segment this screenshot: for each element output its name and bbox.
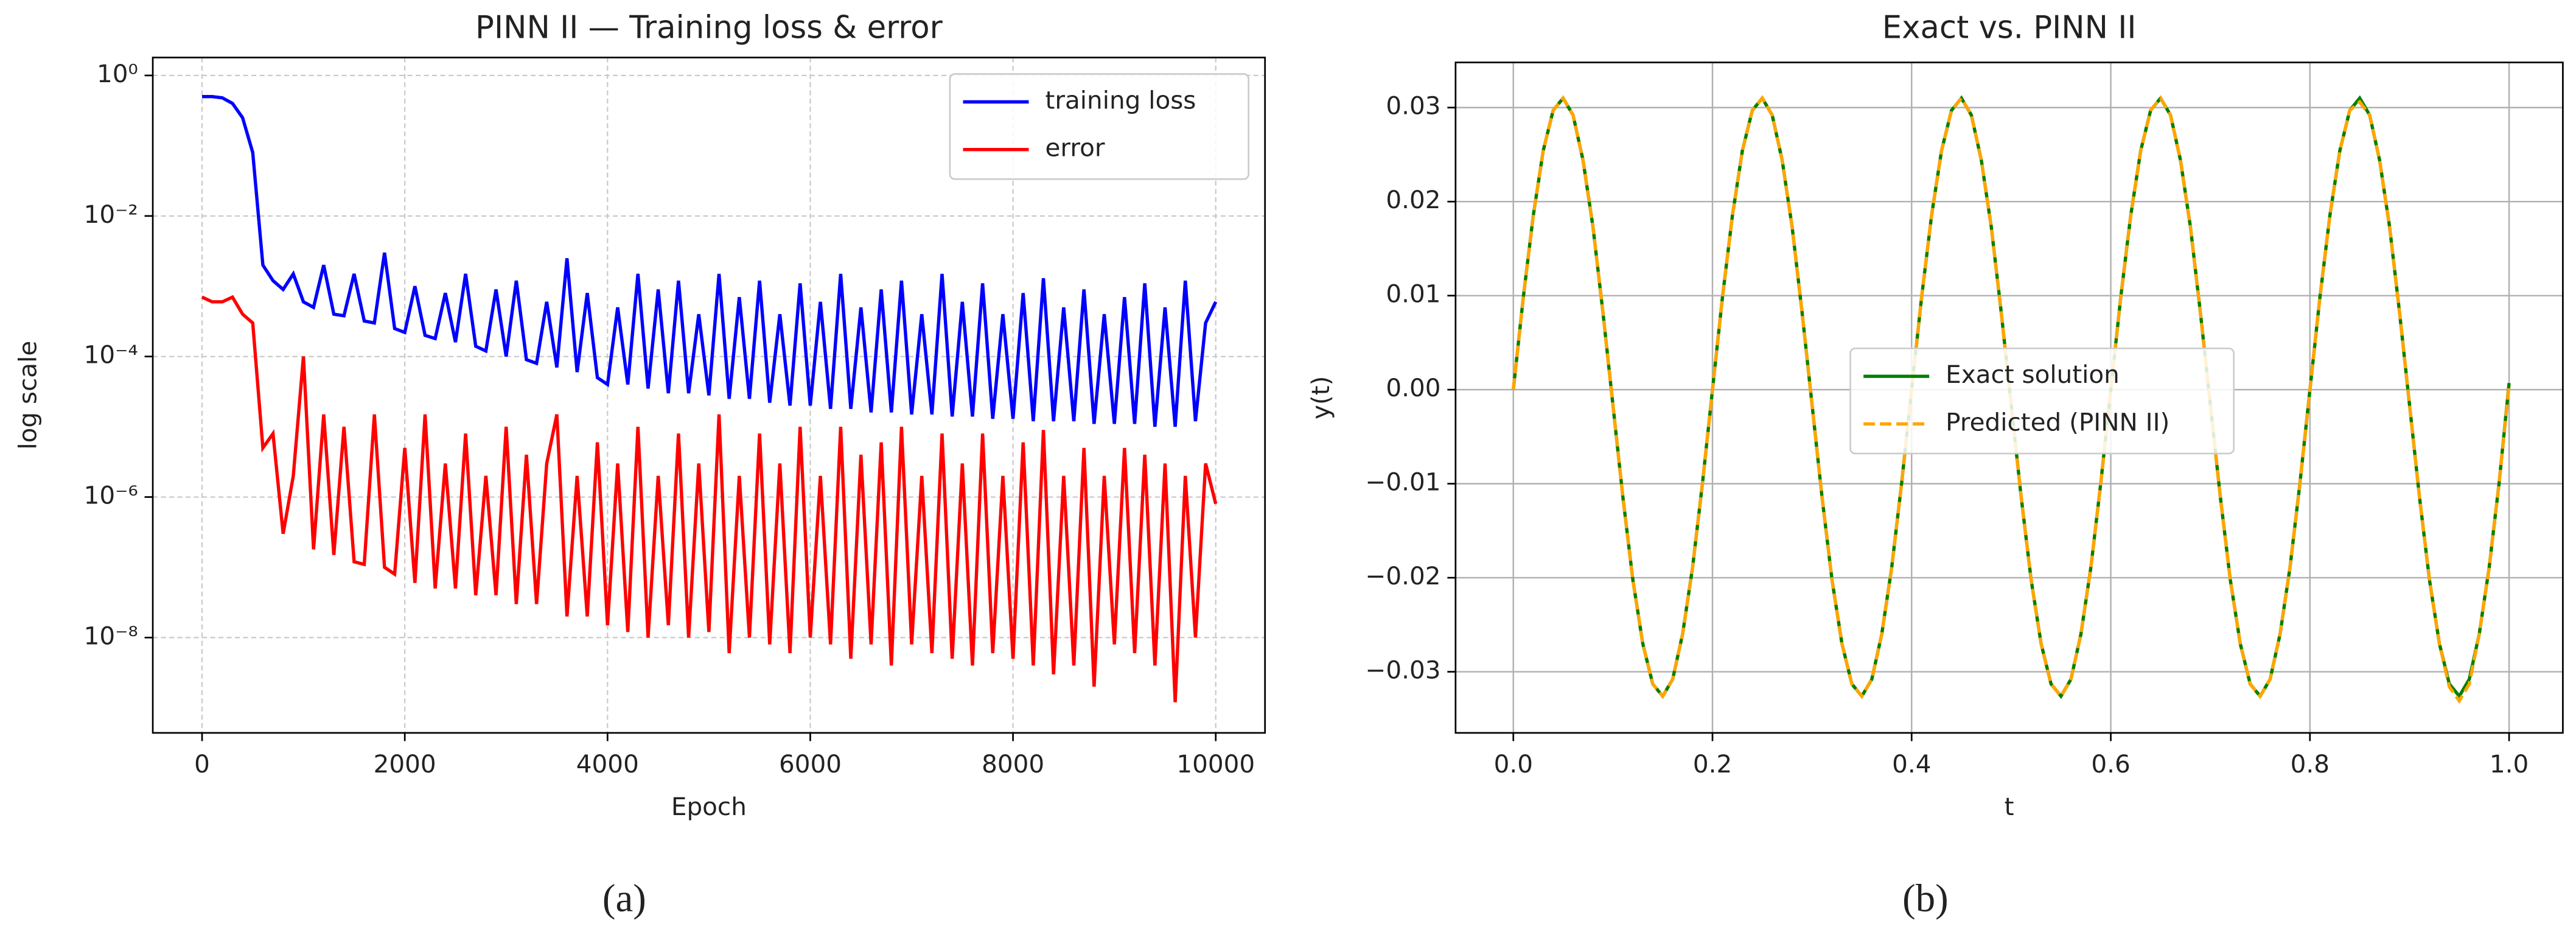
series-line <box>1512 95 2511 704</box>
x-tick-label: 0.8 <box>2291 749 2330 779</box>
caption: (b) <box>1902 877 1949 920</box>
x-tick-label: 0.6 <box>2091 749 2130 779</box>
chart-title: Exact vs. PINN II <box>1882 10 2137 46</box>
y-tick-label: 10⁻⁴ <box>84 340 138 369</box>
y-axis-label: log scale <box>13 341 43 450</box>
legend-label: Exact solution <box>1946 360 2120 389</box>
legend-label: Predicted (PINN II) <box>1946 407 2169 436</box>
plot-frame <box>152 57 1266 734</box>
legend-label: error <box>1045 133 1105 163</box>
x-tick-label: 4000 <box>576 749 639 779</box>
x-tick-label: 2000 <box>374 749 436 779</box>
y-tick-label: 10⁻⁶ <box>84 481 138 510</box>
series-line <box>201 295 1218 702</box>
y-tick-label: −0.01 <box>1365 468 1440 497</box>
y-tick-label: −0.02 <box>1365 561 1440 590</box>
x-tick-label: 0 <box>194 749 210 779</box>
legend-box <box>949 73 1250 180</box>
y-tick-label: 0.01 <box>1386 279 1440 309</box>
y-tick-label: 0.00 <box>1386 373 1440 402</box>
x-tick-label: 8000 <box>982 749 1044 779</box>
caption: (a) <box>602 877 646 920</box>
y-tick-label: 0.02 <box>1386 185 1440 214</box>
y-tick-label: −0.03 <box>1365 656 1440 685</box>
plot-frame <box>1454 61 2564 734</box>
series-line <box>202 95 1218 427</box>
legend-box <box>1849 347 2235 455</box>
y-axis-label: y(t) <box>1306 376 1335 419</box>
x-tick-label: 1.0 <box>2490 749 2529 779</box>
legend-label: training loss <box>1045 85 1196 114</box>
y-tick-label: 10⁻² <box>84 200 138 229</box>
y-tick-label: 10⁰ <box>97 59 138 88</box>
chart-title: PINN II — Training loss & error <box>475 10 943 46</box>
x-tick-label: 0.0 <box>1494 749 1533 779</box>
y-tick-label: 0.03 <box>1386 91 1440 121</box>
y-tick-label: 10⁻⁸ <box>84 621 138 650</box>
x-tick-label: 0.4 <box>1892 749 1931 779</box>
x-axis-label: Epoch <box>671 792 747 821</box>
x-axis-label: t <box>2005 792 2014 821</box>
x-tick-label: 6000 <box>779 749 842 779</box>
x-tick-label: 10000 <box>1176 749 1255 779</box>
x-tick-label: 0.2 <box>1693 749 1732 779</box>
